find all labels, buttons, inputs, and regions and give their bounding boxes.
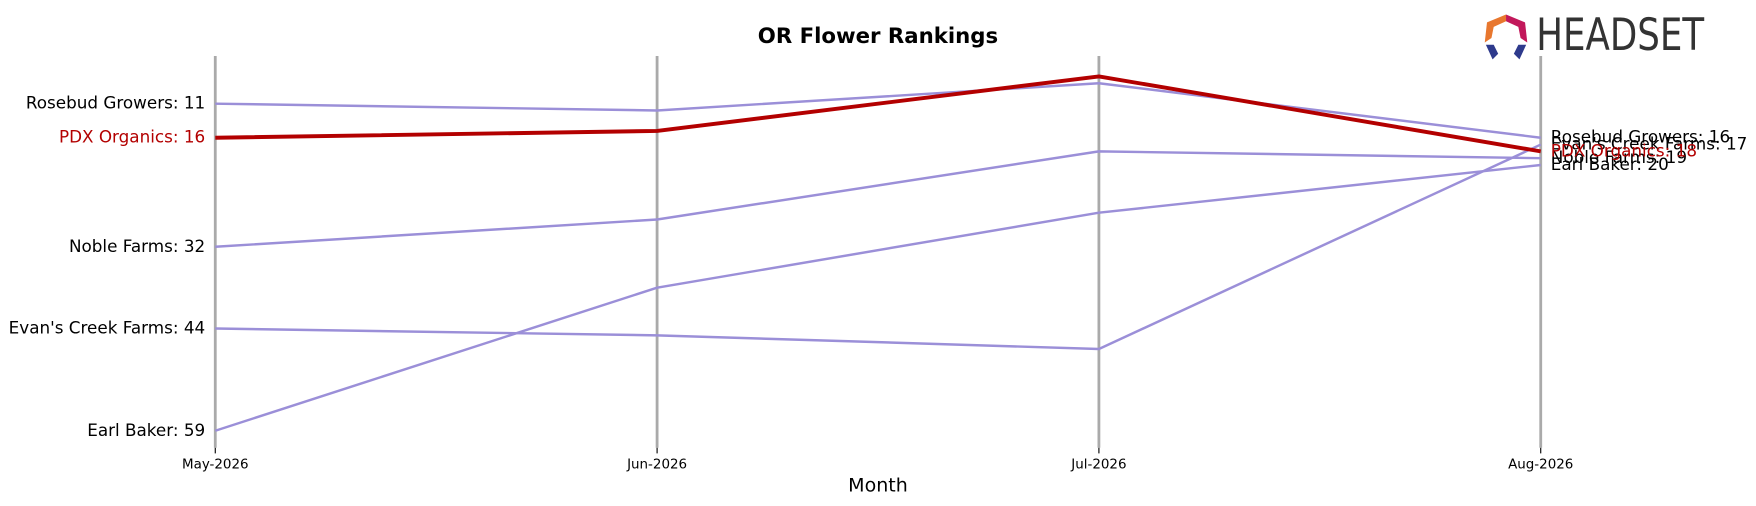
- value-label: Rosebud Growers: 16: [1551, 127, 1730, 147]
- logo-icon: [1485, 44, 1499, 60]
- value-label: Earl Baker: 20: [1551, 154, 1669, 174]
- x-tick-label: Jun-2026: [626, 458, 687, 473]
- value-label: Noble Farms: 19: [1551, 147, 1687, 167]
- logo-text: HEADSET: [1536, 8, 1704, 61]
- logo: HEADSET: [1484, 8, 1705, 61]
- value-label: Earl Baker: 59: [87, 420, 205, 440]
- logo-icon: [1506, 14, 1528, 43]
- series-line: [215, 81, 1541, 139]
- x-tick-label: Jul-2026: [1070, 458, 1126, 473]
- value-label: Evan's Creek Farms: 17: [1551, 134, 1748, 154]
- value-label: Rosebud Growers: 11: [26, 93, 205, 113]
- series-line: [214, 163, 1541, 432]
- value-label: PDX Organics: 16: [59, 127, 205, 147]
- x-axis-label: Month: [848, 474, 908, 496]
- value-label: PDX Organics: 18: [1551, 140, 1697, 160]
- series-line: [215, 150, 1541, 248]
- series-line: [215, 74, 1542, 154]
- series-line: [215, 143, 1542, 351]
- chart-title: OR Flower Rankings: [758, 24, 998, 49]
- value-label: Evan's Creek Farms: 44: [9, 318, 206, 338]
- x-tick-label: Aug-2026: [1508, 458, 1573, 473]
- x-tick-label: May-2026: [182, 458, 249, 473]
- value-label: Noble Farms: 32: [69, 236, 205, 256]
- logo-icon: [1484, 14, 1507, 43]
- logo-icon: [1513, 44, 1527, 60]
